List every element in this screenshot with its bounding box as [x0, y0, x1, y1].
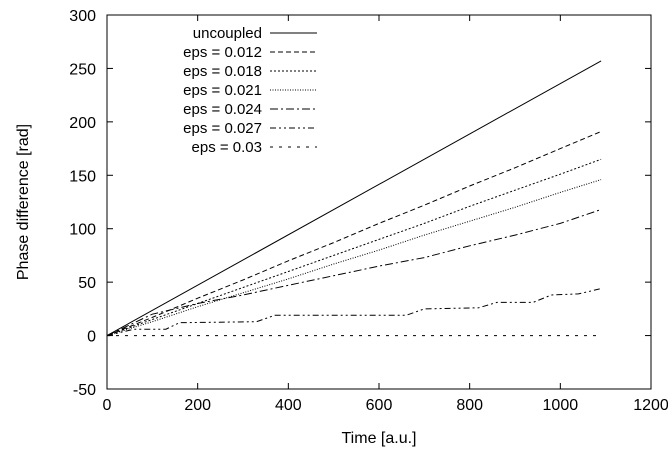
- series-line: [106, 288, 602, 337]
- y-tick-label: 300: [69, 8, 96, 25]
- legend-label: uncoupled: [193, 25, 262, 42]
- series-lines: [106, 60, 602, 337]
- legend-label: eps = 0.024: [183, 101, 262, 118]
- x-tick-label: 800: [456, 397, 483, 414]
- legend-label: eps = 0.027: [183, 120, 262, 137]
- legend: uncoupled eps = 0.012 eps = 0.018 eps = 0.0…: [183, 25, 317, 156]
- legend-label: eps = 0.021: [183, 82, 262, 99]
- y-tick-label: 200: [69, 115, 96, 132]
- x-axis-label: Time [a.u.]: [342, 430, 417, 447]
- y-tick-label: 50: [78, 275, 96, 292]
- series-line: [106, 158, 602, 337]
- series-line: [106, 209, 602, 337]
- x-tick-label: 600: [366, 397, 393, 414]
- y-axis-label: Phase difference [rad]: [15, 124, 32, 280]
- x-tick-label: 0: [103, 397, 112, 414]
- legend-label: eps = 0.018: [183, 63, 262, 80]
- legend-label: eps = 0.03: [192, 139, 262, 156]
- x-tick-label: 400: [275, 397, 302, 414]
- series-line: [106, 179, 602, 337]
- series-line: [106, 131, 602, 337]
- x-tick-label: 1000: [543, 397, 579, 414]
- x-tick-label: 1200: [633, 397, 668, 414]
- y-tick-label: 100: [69, 222, 96, 239]
- x-tick-label: 200: [184, 397, 211, 414]
- y-tick-label: 0: [87, 329, 96, 346]
- legend-label: eps = 0.012: [183, 44, 262, 61]
- y-tick-label: 250: [69, 61, 96, 78]
- axis-ticks: 0 200 400 600 800 1000 1200 -50 0 50 100 150 200 250 3…: [69, 8, 668, 414]
- y-tick-label: -50: [73, 382, 96, 399]
- series-line: [106, 60, 602, 337]
- y-tick-label: 150: [69, 168, 96, 185]
